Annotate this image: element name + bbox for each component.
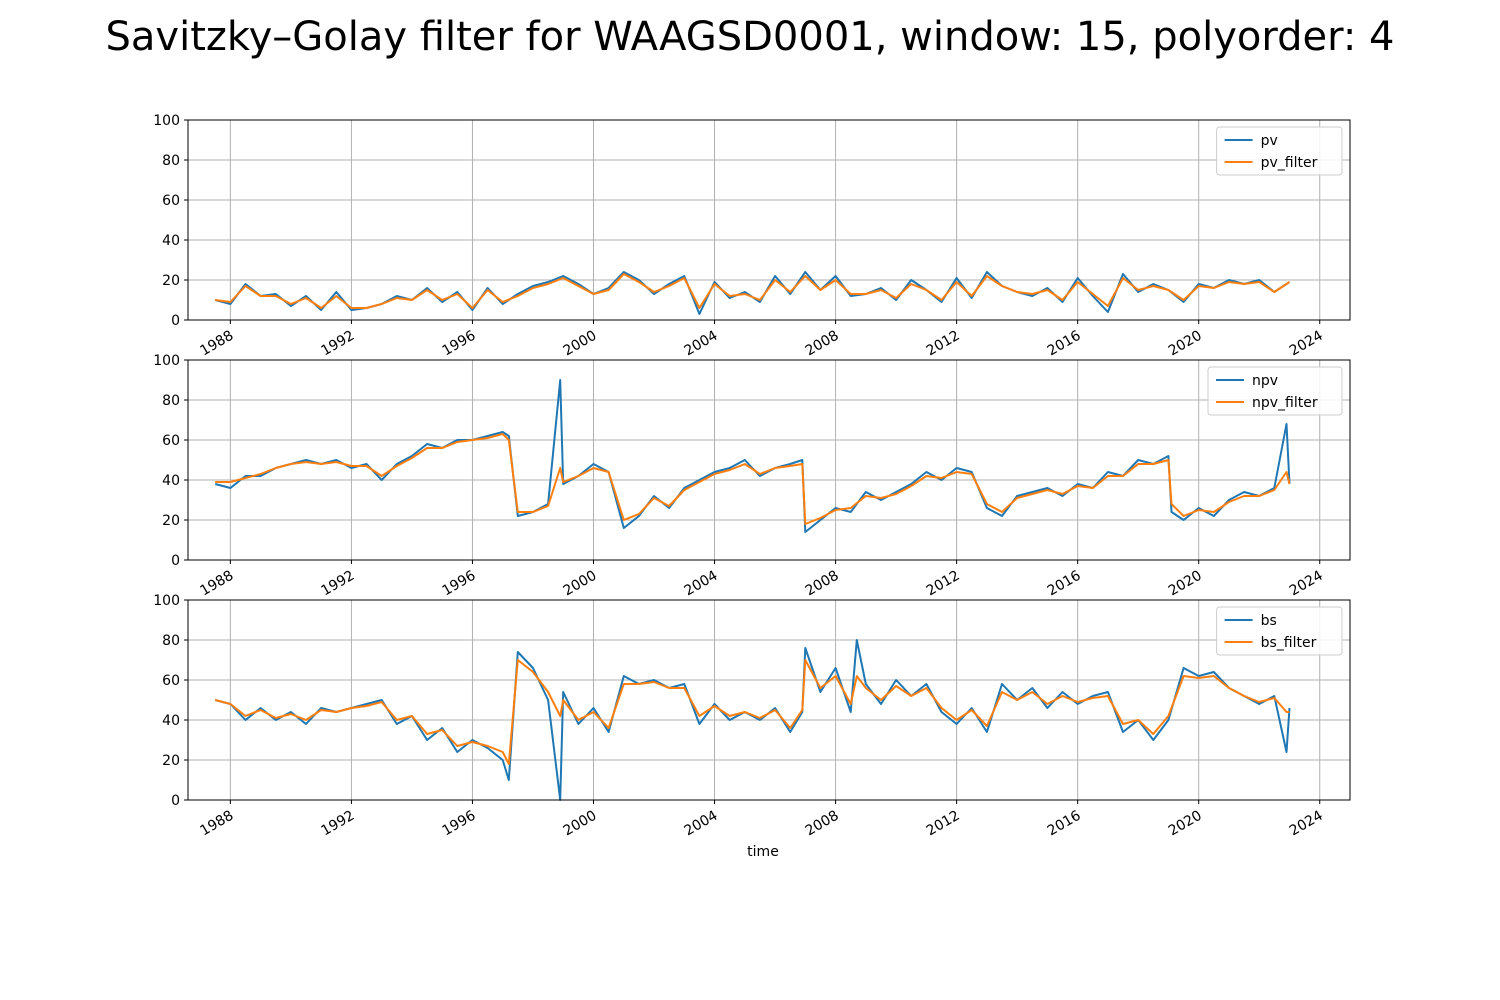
- y-tick-label: 20: [162, 513, 180, 529]
- y-tick-label: 60: [162, 433, 180, 449]
- y-tick-label: 0: [171, 793, 180, 809]
- y-tick-label: 20: [162, 753, 180, 769]
- x-tick-label: 2008: [803, 808, 842, 840]
- x-tick-label: 2024: [1287, 568, 1326, 600]
- axes-frame: [187, 119, 1351, 321]
- series-line-pv_filter: [215, 273, 1291, 309]
- x-axis-label: time: [747, 844, 779, 860]
- x-tick-label: 1988: [197, 808, 236, 840]
- y-tick-label: 80: [162, 633, 180, 649]
- x-tick-label: 2008: [803, 568, 842, 600]
- y-tick-label: 60: [162, 673, 180, 689]
- y-tick-label: 100: [153, 593, 180, 609]
- x-tick-label: 2012: [924, 808, 963, 840]
- x-tick-label: 2016: [1045, 808, 1084, 840]
- y-tick-label: 40: [162, 713, 180, 729]
- x-tick-label: 1992: [319, 808, 358, 840]
- legend: npv npv_filter: [1207, 366, 1343, 416]
- legend: pv pv_filter: [1216, 126, 1343, 176]
- x-tick-label: 2020: [1166, 328, 1205, 360]
- series-line-bs_filter: [214, 659, 1290, 765]
- x-tick-label: 2012: [924, 328, 963, 360]
- y-tick-label: 60: [162, 193, 180, 209]
- axes-frame: [187, 599, 1351, 801]
- x-tick-label: 1988: [197, 328, 236, 360]
- subplot-3: 0 20 40 60 80 100 1988 1992 1996 2000 2004 2008 2012…: [153, 593, 1351, 860]
- x-tick-label: 2024: [1287, 808, 1326, 840]
- y-tick-label: 100: [153, 113, 180, 129]
- x-tick-label: 2004: [682, 808, 721, 840]
- legend-label-npv: npv: [1252, 373, 1278, 389]
- x-tick-label: 1992: [319, 328, 358, 360]
- x-tick-label: 2012: [924, 568, 963, 600]
- x-tick-label: 2004: [682, 328, 721, 360]
- x-tick-label: 2016: [1045, 568, 1084, 600]
- legend-label-npv_filter: npv_filter: [1252, 395, 1318, 411]
- x-tick-label: 1992: [319, 568, 358, 600]
- series-line-npv: [214, 379, 1291, 533]
- y-tick-label: 40: [162, 233, 180, 249]
- x-tick-label: 2024: [1287, 328, 1326, 360]
- x-tick-label: 2008: [803, 328, 842, 360]
- legend-label-bs_filter: bs_filter: [1261, 635, 1317, 651]
- x-tick-label: 1996: [440, 328, 479, 360]
- subplot-2: 0 20 40 60 80 100 1988 1992 1996 2000 2004 2008 2012…: [153, 353, 1351, 600]
- x-tick-label: 2000: [561, 808, 600, 840]
- x-tick-label: 1996: [440, 568, 479, 600]
- legend-label-bs: bs: [1261, 613, 1277, 629]
- x-tick-label: 1996: [440, 808, 479, 840]
- x-tick-label: 2004: [682, 568, 721, 600]
- series-line-pv: [214, 271, 1291, 315]
- chart-title: Savitzky–Golay filter for WAAGSD0001, wi…: [105, 14, 1395, 60]
- legend-label-pv: pv: [1261, 133, 1278, 149]
- x-tick-label: 2016: [1045, 328, 1084, 360]
- legend: bs bs_filter: [1216, 606, 1343, 656]
- subplot-1: 0 20 40 60 80 100 1988 1992 1996 2000 2004 2008 2012…: [153, 113, 1351, 360]
- legend-label-pv_filter: pv_filter: [1261, 155, 1318, 171]
- y-tick-label: 0: [171, 313, 180, 329]
- y-tick-label: 0: [171, 553, 180, 569]
- y-tick-label: 20: [162, 273, 180, 289]
- axes-frame: [187, 359, 1351, 561]
- x-tick-label: 2000: [561, 328, 600, 360]
- y-tick-label: 80: [162, 393, 180, 409]
- series-line-npv_filter: [215, 433, 1291, 525]
- x-tick-label: 2020: [1166, 808, 1205, 840]
- x-tick-label: 2020: [1166, 568, 1205, 600]
- y-tick-label: 40: [162, 473, 180, 489]
- y-tick-label: 100: [153, 353, 180, 369]
- x-tick-label: 2000: [561, 568, 600, 600]
- x-tick-label: 1988: [197, 568, 236, 600]
- y-tick-label: 80: [162, 153, 180, 169]
